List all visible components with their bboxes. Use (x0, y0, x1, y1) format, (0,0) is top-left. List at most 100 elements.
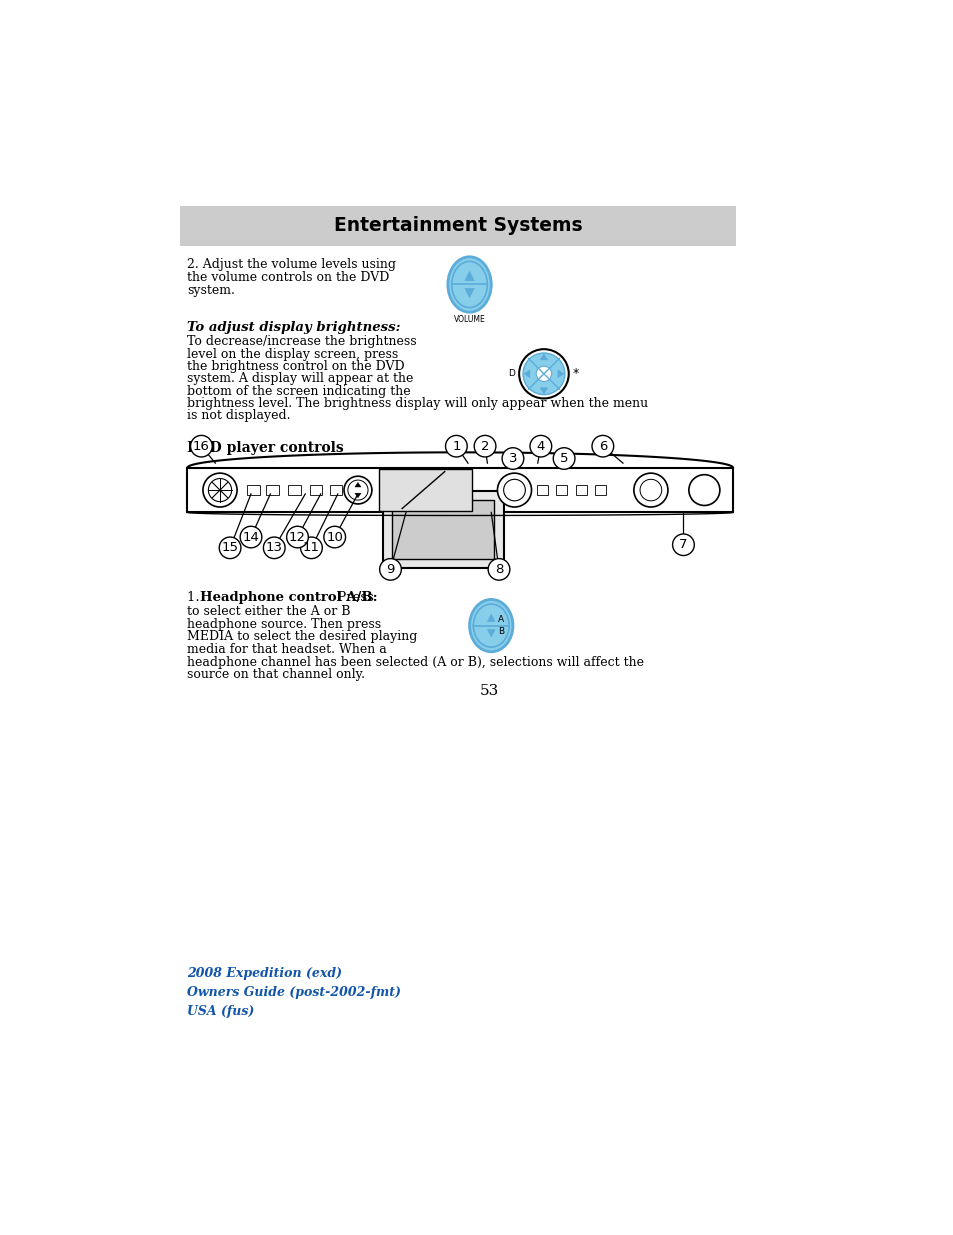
Text: to select either the A or B: to select either the A or B (187, 605, 351, 618)
FancyBboxPatch shape (330, 485, 342, 495)
Text: media for that headset. When a: media for that headset. When a (187, 643, 387, 656)
Text: 15: 15 (221, 541, 238, 555)
Text: 13: 13 (266, 541, 282, 555)
FancyBboxPatch shape (392, 500, 494, 558)
Circle shape (536, 366, 551, 382)
Text: Owners Guide (post-2002-fmt): Owners Guide (post-2002-fmt) (187, 986, 401, 999)
Polygon shape (558, 370, 563, 378)
Polygon shape (464, 272, 474, 280)
Circle shape (300, 537, 322, 558)
Text: 8: 8 (495, 563, 502, 576)
Text: B: B (497, 627, 504, 636)
Circle shape (344, 477, 372, 504)
Text: VOLUME: VOLUME (454, 315, 485, 325)
FancyBboxPatch shape (179, 206, 736, 246)
Circle shape (219, 537, 241, 558)
Circle shape (445, 436, 467, 457)
Text: 1: 1 (452, 440, 460, 453)
FancyBboxPatch shape (556, 485, 567, 495)
Polygon shape (523, 370, 530, 378)
Circle shape (503, 479, 525, 501)
Circle shape (203, 473, 236, 508)
Text: To adjust display brightness:: To adjust display brightness: (187, 321, 400, 335)
Text: *: * (572, 367, 578, 380)
Text: 16: 16 (193, 440, 210, 453)
FancyBboxPatch shape (310, 485, 322, 495)
Circle shape (530, 436, 551, 457)
Ellipse shape (522, 353, 564, 395)
Text: 6: 6 (598, 440, 606, 453)
Circle shape (592, 436, 613, 457)
Text: 10: 10 (326, 531, 343, 543)
Text: 3: 3 (508, 452, 517, 466)
Text: 4: 4 (537, 440, 544, 453)
Text: To decrease/increase the brightness: To decrease/increase the brightness (187, 336, 416, 348)
Ellipse shape (447, 257, 491, 312)
FancyBboxPatch shape (575, 485, 586, 495)
Text: headphone source. Then press: headphone source. Then press (187, 618, 381, 631)
Text: Press: Press (333, 592, 374, 604)
Circle shape (286, 526, 308, 548)
Circle shape (501, 448, 523, 469)
Circle shape (553, 448, 575, 469)
Circle shape (263, 537, 285, 558)
FancyBboxPatch shape (595, 485, 605, 495)
Text: A: A (497, 615, 504, 624)
FancyBboxPatch shape (288, 485, 300, 495)
Polygon shape (464, 288, 474, 298)
Ellipse shape (473, 604, 509, 647)
Text: USA (fus): USA (fus) (187, 1005, 254, 1019)
Text: source on that channel only.: source on that channel only. (187, 668, 365, 682)
FancyBboxPatch shape (537, 485, 547, 495)
Polygon shape (487, 630, 495, 637)
Text: 11: 11 (303, 541, 319, 555)
Polygon shape (355, 483, 360, 487)
Text: 1.: 1. (187, 592, 204, 604)
Circle shape (497, 473, 531, 508)
Ellipse shape (452, 262, 487, 308)
Text: 2008 Expedition (exd): 2008 Expedition (exd) (187, 967, 342, 979)
Circle shape (240, 526, 261, 548)
Circle shape (323, 526, 345, 548)
Circle shape (672, 534, 694, 556)
FancyBboxPatch shape (382, 490, 503, 568)
Text: 7: 7 (679, 538, 687, 551)
Text: 12: 12 (289, 531, 306, 543)
Circle shape (191, 436, 212, 457)
Text: MEDIA to select the desired playing: MEDIA to select the desired playing (187, 630, 417, 643)
Circle shape (474, 436, 496, 457)
Circle shape (639, 479, 661, 501)
Polygon shape (539, 388, 547, 394)
Text: Entertainment Systems: Entertainment Systems (334, 216, 581, 236)
Polygon shape (355, 493, 360, 498)
Text: system.: system. (187, 284, 235, 296)
Ellipse shape (469, 599, 513, 652)
Text: D: D (508, 369, 515, 378)
FancyBboxPatch shape (247, 485, 259, 495)
Circle shape (208, 478, 232, 501)
Circle shape (633, 473, 667, 508)
Text: headphone channel has been selected (A or B), selections will affect the: headphone channel has been selected (A o… (187, 656, 644, 668)
Text: 2. Adjust the volume levels using: 2. Adjust the volume levels using (187, 258, 396, 270)
Text: system. A display will appear at the: system. A display will appear at the (187, 372, 414, 385)
FancyBboxPatch shape (378, 469, 472, 511)
Circle shape (348, 480, 368, 500)
Circle shape (688, 474, 720, 505)
Text: brightness level. The brightness display will only appear when the menu: brightness level. The brightness display… (187, 396, 648, 410)
Polygon shape (539, 353, 547, 359)
FancyBboxPatch shape (266, 485, 278, 495)
Text: bottom of the screen indicating the: bottom of the screen indicating the (187, 384, 411, 398)
Text: 2: 2 (480, 440, 489, 453)
Text: Headphone control A/B:: Headphone control A/B: (199, 592, 377, 604)
Text: DVD player controls: DVD player controls (187, 441, 344, 454)
Text: is not displayed.: is not displayed. (187, 409, 291, 422)
Text: 53: 53 (478, 684, 498, 698)
Circle shape (488, 558, 509, 580)
Text: the volume controls on the DVD: the volume controls on the DVD (187, 270, 390, 284)
Circle shape (379, 558, 401, 580)
Text: 5: 5 (559, 452, 568, 466)
Polygon shape (487, 614, 495, 621)
Text: level on the display screen, press: level on the display screen, press (187, 347, 398, 361)
FancyBboxPatch shape (187, 468, 732, 513)
Text: 14: 14 (242, 531, 259, 543)
